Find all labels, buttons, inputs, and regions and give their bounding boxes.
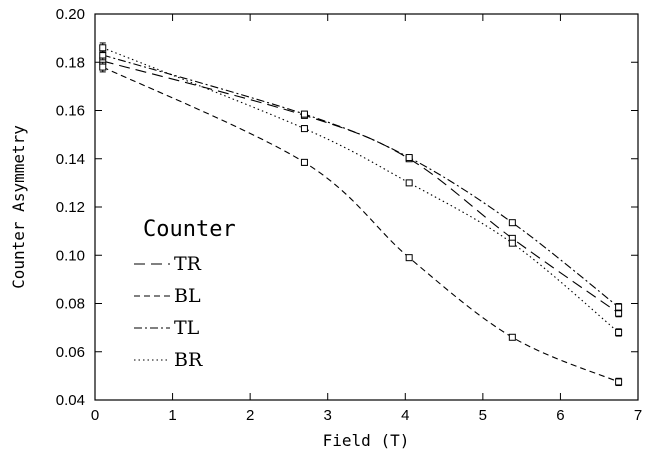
x-tick-label-2: 2 [246,407,254,424]
data-point [615,378,623,386]
series-br [99,42,623,337]
data-point [508,219,516,227]
y-tick-label-2: 0.08 [56,296,85,313]
data-point [99,44,107,52]
y-tick-label-0: 0.04 [56,392,85,409]
data-point [615,328,623,336]
x-tick-label-3: 3 [324,407,332,424]
data-point [508,333,516,341]
y-tick-label-3: 0.10 [56,247,85,264]
y-axis-title: Counter Asymmetry [9,125,28,289]
data-point [405,154,413,162]
y-tick-label-6: 0.16 [56,103,85,120]
legend-label-tr: TR [174,253,202,275]
axis-ticks: 0 1 2 3 4 5 6 7 0.04 0.06 0.08 0.10 0.12 0.14 0.16 0.18… [56,6,642,424]
y-tick-label-5: 0.14 [56,151,85,168]
series-layer [99,42,623,387]
data-point [508,239,516,247]
y-tick-label-1: 0.06 [56,344,85,361]
x-tick-label-4: 4 [401,407,409,424]
data-point [99,63,107,71]
y-tick-label-7: 0.18 [56,54,85,71]
y-tick-label-4: 0.12 [56,199,85,216]
legend: Counter TR BL TL BR [134,217,236,371]
x-tick-label-7: 7 [634,407,642,424]
data-point [300,110,308,118]
x-axis-title: Field (T) [323,431,410,450]
plot-frame [94,13,639,401]
data-point [300,125,308,133]
data-point [300,158,308,166]
y-tick-label-8: 0.20 [56,6,85,23]
x-tick-label-1: 1 [168,407,176,424]
data-point [615,303,623,311]
series-bl [99,61,623,387]
x-tick-label-6: 6 [556,407,564,424]
legend-label-bl: BL [174,285,201,307]
x-tick-label-5: 5 [479,407,487,424]
series-line-tr [102,60,619,314]
data-point [405,179,413,187]
series-line-bl [102,66,619,383]
legend-title: Counter [143,217,236,242]
legend-label-tl: TL [174,317,200,339]
legend-label-br: BR [174,349,203,371]
x-tick-label-0: 0 [91,407,99,424]
data-point [405,254,413,262]
series-tr [99,55,623,318]
